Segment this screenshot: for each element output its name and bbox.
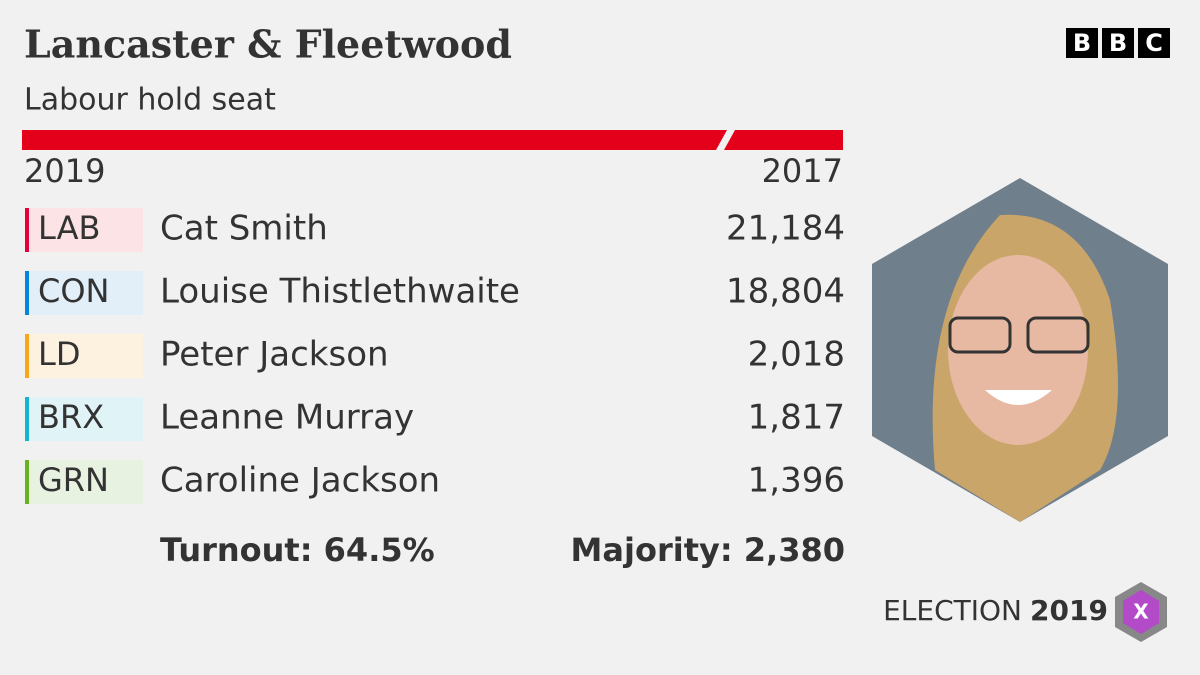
- candidate: Louise Thistlethwaite: [160, 272, 520, 312]
- election-year: 2019: [1030, 594, 1108, 627]
- party: BRX: [38, 398, 104, 436]
- badge-inner: [1123, 590, 1159, 634]
- party-strip: [25, 460, 29, 504]
- glasses: [948, 316, 1012, 354]
- candidate: Peter Jackson: [160, 335, 389, 375]
- logo-letter: C: [1145, 29, 1163, 57]
- party-strip: [25, 334, 29, 378]
- face: [948, 255, 1088, 445]
- turnout: Turnout: 64.5%: [160, 531, 435, 569]
- votes: 1,396: [748, 461, 845, 501]
- party-strip: [25, 397, 29, 441]
- candidate: Leanne Murray: [160, 398, 414, 438]
- party-box: [25, 334, 143, 378]
- result-bar: [22, 130, 843, 150]
- logo-letter: B: [1109, 29, 1127, 57]
- party-strip: [25, 208, 29, 252]
- logo-letter: B: [1073, 29, 1091, 57]
- glasses: [1026, 316, 1090, 354]
- votes: 1,817: [748, 398, 845, 438]
- logo-box: [1138, 28, 1170, 58]
- votes: 2,018: [748, 335, 845, 375]
- year-right: 2017: [762, 152, 843, 190]
- subtitle: Labour hold seat: [24, 83, 276, 118]
- votes: 18,804: [726, 272, 845, 312]
- candidate: Caroline Jackson: [160, 461, 440, 501]
- election-label: ELECTION: [883, 594, 1022, 627]
- party-box: [25, 397, 143, 441]
- logo-box: [1066, 28, 1098, 58]
- bar-right: [724, 130, 843, 150]
- results: LAB Cat Smith 21,184 CON Louise Thistlethwai…: [25, 208, 845, 504]
- party-strip: [25, 271, 29, 315]
- photo: [872, 178, 1168, 522]
- badge-text: X: [1133, 600, 1149, 624]
- candidate: Cat Smith: [160, 209, 328, 249]
- party: CON: [38, 272, 109, 310]
- party: LD: [38, 335, 80, 373]
- votes: 21,184: [726, 209, 845, 249]
- party-box: [25, 271, 143, 315]
- party: LAB: [38, 209, 100, 247]
- logo-box: [1102, 28, 1134, 58]
- title: Lancaster & Fleetwood: [24, 22, 512, 67]
- majority: Majority: 2,380: [571, 531, 845, 569]
- party: GRN: [38, 461, 109, 499]
- party-box: [25, 208, 143, 252]
- bar-left: [22, 130, 727, 150]
- year-left: 2019: [24, 152, 105, 190]
- party-box: [25, 460, 143, 504]
- smile: [985, 390, 1052, 405]
